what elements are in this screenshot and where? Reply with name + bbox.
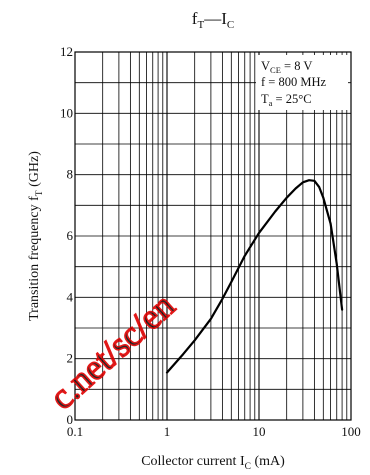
y-tick-label: 0 (67, 412, 74, 427)
y-tick-label: 6 (67, 228, 74, 243)
chart-title: fT—IC (192, 9, 234, 31)
y-tick-label: 10 (60, 105, 73, 120)
conditions-legend: VCE = 8 V f = 800 MHz Ta = 25°C (256, 55, 348, 110)
x-tick-label: 1 (164, 424, 171, 439)
x-axis-label: Collector current IC (mA) (141, 454, 285, 472)
y-tick-label: 12 (60, 44, 73, 59)
condition-frequency: f = 800 MHz (261, 75, 326, 89)
watermark: c.net/sc/en (42, 285, 182, 417)
series-line-ft-vs-ic (165, 179, 344, 374)
conditions-background (256, 55, 348, 110)
condition-ta: Ta = 25°C (261, 92, 312, 108)
condition-vce: VCE = 8 V (261, 59, 312, 75)
tick-labels: 0.1 1 10 100 0 2 4 6 8 10 12 (60, 44, 361, 439)
x-tick-label: 10 (253, 424, 266, 439)
x-tick-label: 0.1 (67, 424, 83, 439)
y-tick-label: 4 (67, 289, 74, 304)
y-axis-label: Transition frequency fT (GHz) (27, 151, 45, 321)
y-tick-label: 8 (67, 167, 74, 182)
plot-frame (74, 51, 352, 421)
chart-grid (75, 52, 351, 420)
y-tick-label: 2 (67, 351, 74, 366)
x-tick-label: 100 (341, 424, 361, 439)
